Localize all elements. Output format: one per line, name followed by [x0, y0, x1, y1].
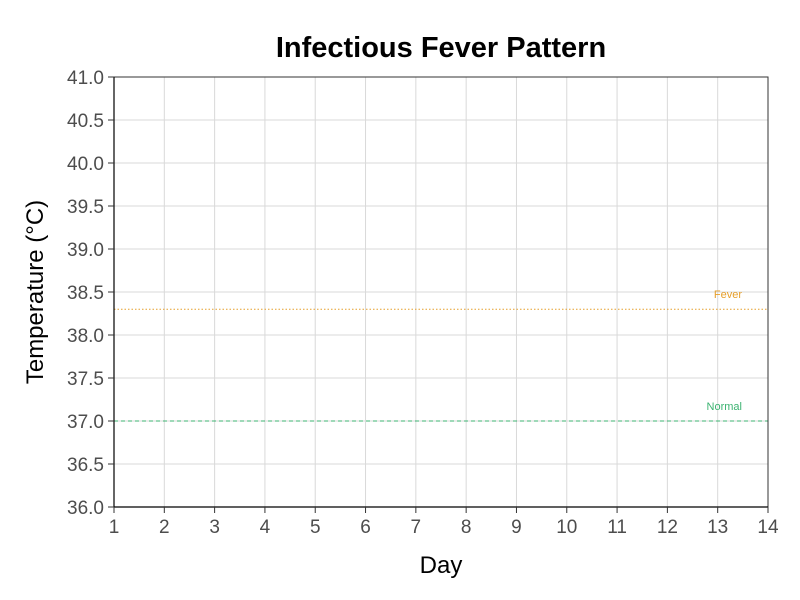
- x-axis-ticks: 1 2 3 4 5 6 7 8 9 10 11 12 13 14: [109, 507, 779, 538]
- y-tick-label: 37.0: [67, 412, 104, 433]
- reference-label-normal: Normal: [707, 401, 742, 413]
- reference-lines: Fever Normal: [114, 289, 768, 422]
- y-tick-label: 39.0: [67, 240, 104, 261]
- y-tick-label: 40.0: [67, 154, 104, 175]
- y-axis-label: Temperature (°C): [22, 200, 49, 384]
- x-tick-label: 7: [411, 517, 422, 538]
- x-tick-label: 1: [109, 517, 120, 538]
- x-axis-label: Day: [420, 552, 463, 579]
- x-tick-label: 8: [461, 517, 472, 538]
- y-tick-label: 36.5: [67, 455, 104, 476]
- grid: [113, 76, 769, 508]
- y-tick-label: 37.5: [67, 369, 104, 390]
- chart-title: Infectious Fever Pattern: [276, 32, 606, 64]
- x-tick-label: 11: [607, 517, 627, 538]
- x-tick-label: 4: [260, 517, 271, 538]
- x-tick-label: 10: [556, 517, 577, 538]
- y-tick-label: 38.5: [67, 283, 104, 304]
- y-tick-label: 39.5: [67, 197, 104, 218]
- x-tick-label: 5: [310, 517, 321, 538]
- x-tick-label: 13: [707, 517, 728, 538]
- x-tick-label: 14: [757, 517, 779, 538]
- x-tick-label: 3: [209, 517, 220, 538]
- reference-label-fever: Fever: [714, 289, 742, 301]
- y-tick-label: 40.5: [67, 111, 104, 132]
- y-tick-label: 36.0: [67, 498, 104, 519]
- x-tick-label: 6: [360, 517, 371, 538]
- x-tick-label: 2: [159, 517, 170, 538]
- y-tick-label: 38.0: [67, 326, 104, 347]
- y-tick-label: 41.0: [67, 68, 104, 89]
- y-axis-ticks: 36.0 36.5 37.0 37.5 38.0 38.5 39.0 39.5 40.0 40.5…: [67, 68, 114, 519]
- x-tick-label: 12: [657, 517, 678, 538]
- x-tick-label: 9: [511, 517, 522, 538]
